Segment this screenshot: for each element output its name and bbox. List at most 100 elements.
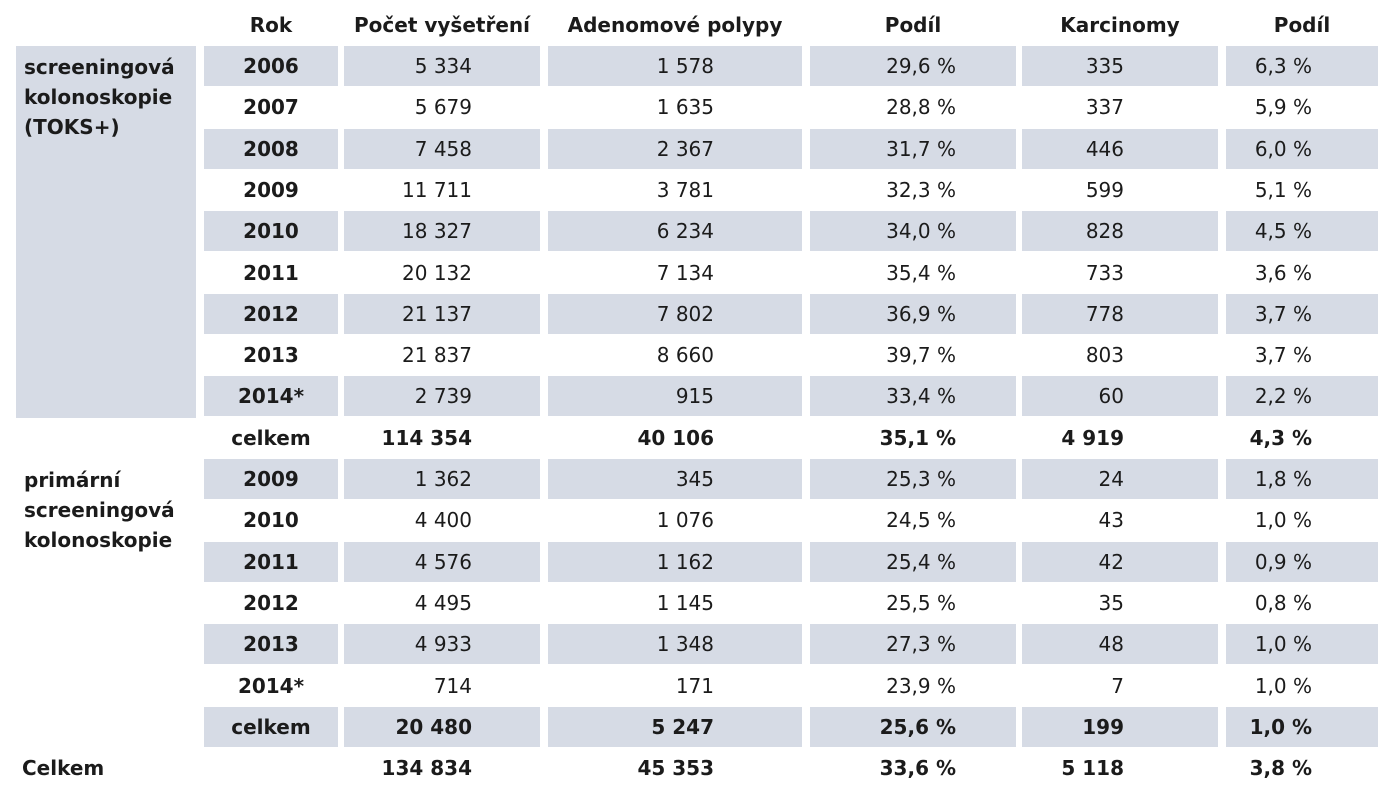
total-value-cell: 199	[1022, 706, 1218, 747]
value-cell: 6 234	[548, 211, 802, 252]
group-label: primární screeningová kolonoskopie	[24, 468, 175, 552]
value-cell: 36,9 %	[810, 293, 1016, 334]
header-adenoma-polyps: Adenomové polypy	[567, 13, 783, 37]
year-cell: 2011	[243, 260, 299, 285]
value-cell: 48	[1022, 624, 1218, 665]
year-cell: 2008	[204, 128, 338, 169]
value-cell: 34,0 %	[810, 211, 1016, 252]
value-cell: 337	[1085, 95, 1124, 120]
value-cell: 8 660	[656, 343, 714, 368]
value-cell: 1 578	[548, 46, 802, 86]
value-cell: 171	[675, 673, 714, 698]
value-cell: 1 635	[656, 95, 714, 120]
header-year: Rok	[249, 13, 293, 37]
value-cell: 6,3 %	[1226, 46, 1378, 86]
grand-total-value-cell: 134 834	[381, 756, 472, 781]
year-cell: 2014*	[237, 673, 305, 698]
year-cell: 2012	[204, 293, 338, 334]
value-cell: 3 781	[656, 177, 714, 202]
value-cell: 1 145	[656, 590, 714, 615]
value-cell: 3,7 %	[1226, 293, 1378, 334]
value-cell: 4 933	[344, 624, 540, 665]
value-cell: 4 400	[414, 508, 472, 533]
value-cell: 2 739	[344, 376, 540, 417]
value-cell: 4 576	[344, 541, 540, 582]
grand-total-value-cell: 3,8 %	[1249, 756, 1312, 781]
value-cell: 5 334	[344, 46, 540, 86]
total-value-cell: 4,3 %	[1249, 425, 1312, 450]
value-cell: 1 162	[548, 541, 802, 582]
total-value-cell: 114 354	[381, 425, 472, 450]
value-cell: 733	[1085, 260, 1124, 285]
value-cell: 25,5 %	[886, 590, 956, 615]
value-cell: 21 137	[344, 293, 540, 334]
total-value-cell: 20 480	[344, 706, 540, 747]
year-cell: 2012	[243, 590, 299, 615]
header-carcinoma: Karcinomy	[1060, 13, 1180, 37]
value-cell: 335	[1022, 46, 1218, 86]
value-cell: 2,2 %	[1226, 376, 1378, 417]
value-cell: 23,9 %	[886, 673, 956, 698]
header-carcinoma-share: Podíl	[1273, 13, 1331, 37]
value-cell: 345	[548, 459, 802, 499]
year-cell: 2009	[204, 459, 338, 499]
value-cell: 1,0 %	[1254, 508, 1312, 533]
value-cell: 5,1 %	[1254, 177, 1312, 202]
value-cell: 28,8 %	[886, 95, 956, 120]
value-cell: 714	[433, 673, 472, 698]
value-cell: 828	[1022, 211, 1218, 252]
value-cell: 25,4 %	[810, 541, 1016, 582]
year-cell: 2010	[243, 508, 299, 533]
value-cell: 2 367	[548, 128, 802, 169]
value-cell: 7	[1111, 673, 1124, 698]
value-cell: 24,5 %	[886, 508, 956, 533]
value-cell: 7 134	[656, 260, 714, 285]
total-value-cell: 1,0 %	[1226, 706, 1378, 747]
total-value-cell: 5 247	[548, 706, 802, 747]
value-cell: 7 458	[344, 128, 540, 169]
value-cell: 43	[1098, 508, 1124, 533]
value-cell: 33,4 %	[810, 376, 1016, 417]
header-exam-count: Počet vyšetření	[354, 13, 530, 37]
grand-total-label: Celkem	[22, 756, 105, 781]
value-cell: 4 495	[414, 590, 472, 615]
value-cell: 20 132	[402, 260, 472, 285]
value-cell: 1 076	[656, 508, 714, 533]
total-label: celkem	[231, 425, 311, 450]
value-cell: 35	[1098, 590, 1124, 615]
total-label: celkem	[204, 706, 338, 747]
total-value-cell: 40 106	[637, 425, 714, 450]
year-cell: 2006	[204, 46, 338, 86]
value-cell: 1,0 %	[1226, 624, 1378, 665]
value-cell: 6,0 %	[1226, 128, 1378, 169]
grand-total-value-cell: 5 118	[1061, 756, 1124, 781]
value-cell: 1,8 %	[1226, 459, 1378, 499]
year-cell: 2014*	[204, 376, 338, 417]
year-cell: 2013	[243, 343, 299, 368]
total-value-cell: 35,1 %	[879, 425, 956, 450]
value-cell: 35,4 %	[886, 260, 956, 285]
value-cell: 599	[1085, 177, 1124, 202]
grand-total-value-cell: 45 353	[637, 756, 714, 781]
grand-total-value-cell: 33,6 %	[879, 756, 956, 781]
value-cell: 5,9 %	[1254, 95, 1312, 120]
year-cell: 2009	[243, 177, 299, 202]
value-cell: 778	[1022, 293, 1218, 334]
value-cell: 1,0 %	[1254, 673, 1312, 698]
value-cell: 5 679	[414, 95, 472, 120]
year-cell: 2013	[204, 624, 338, 665]
value-cell: 42	[1022, 541, 1218, 582]
total-value-cell: 4 919	[1061, 425, 1124, 450]
value-cell: 803	[1085, 343, 1124, 368]
value-cell: 446	[1022, 128, 1218, 169]
header-polyp-share: Podíl	[884, 13, 942, 37]
value-cell: 21 837	[402, 343, 472, 368]
value-cell: 29,6 %	[810, 46, 1016, 86]
year-cell: 2010	[204, 211, 338, 252]
value-cell: 31,7 %	[810, 128, 1016, 169]
value-cell: 1 348	[548, 624, 802, 665]
value-cell: 3,7 %	[1254, 343, 1312, 368]
value-cell: 7 802	[548, 293, 802, 334]
value-cell: 915	[548, 376, 802, 417]
